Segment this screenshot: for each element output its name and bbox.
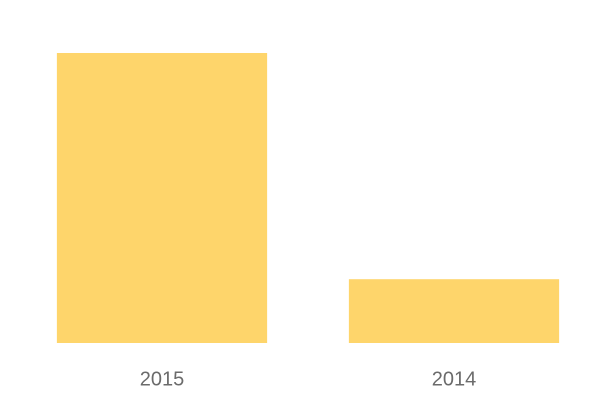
bar [348, 279, 560, 343]
x-tick-label: 2014 [432, 368, 477, 390]
bar [56, 53, 268, 343]
x-tick-label: 2015 [140, 368, 185, 390]
